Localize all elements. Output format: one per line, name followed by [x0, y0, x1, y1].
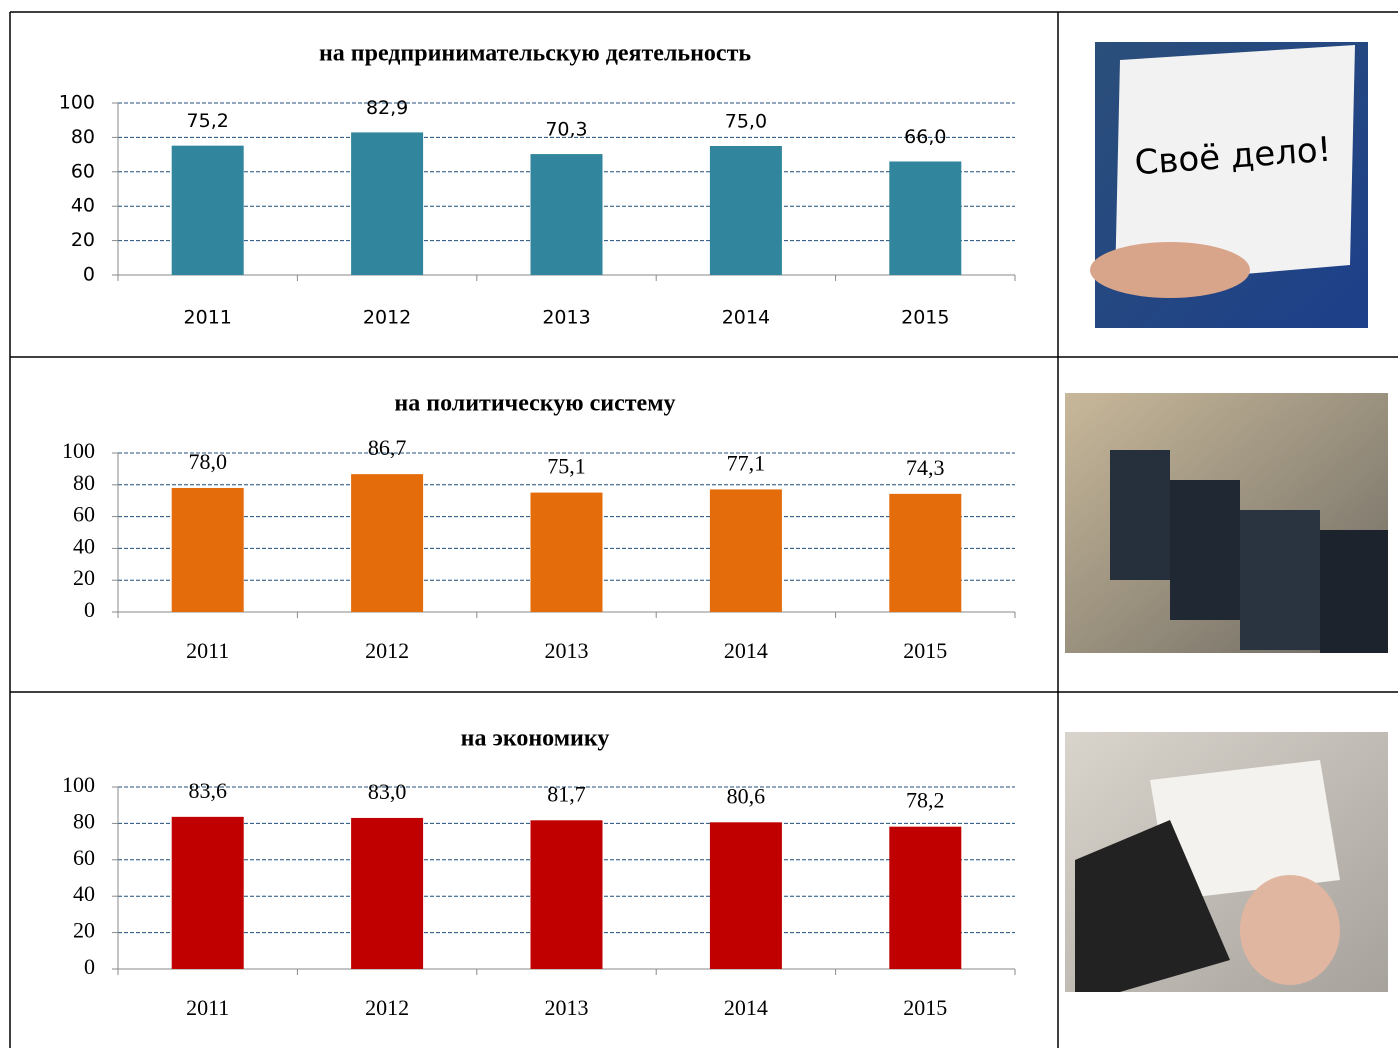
- x-tick-label: 2012: [365, 995, 409, 1020]
- chart-title: на экономику: [461, 726, 610, 752]
- bar: [530, 154, 603, 275]
- x-tick-label: 2013: [545, 995, 589, 1020]
- data-label: 74,3: [906, 455, 945, 480]
- x-tick-label: 2011: [184, 307, 232, 329]
- y-tick-label: 60: [71, 160, 95, 182]
- x-tick-label: 2011: [186, 995, 229, 1020]
- x-tick-label: 2011: [186, 638, 229, 663]
- data-label: 75,2: [187, 110, 229, 132]
- bar: [709, 146, 782, 275]
- y-tick-label: 100: [62, 438, 95, 463]
- data-label: 77,1: [727, 450, 766, 475]
- bar: [171, 145, 244, 275]
- data-label: 66,0: [904, 126, 946, 148]
- x-tick-label: 2015: [903, 638, 947, 663]
- y-tick-label: 80: [73, 808, 95, 833]
- photo: Своё дело!: [1090, 42, 1368, 328]
- y-tick-label: 100: [59, 92, 95, 114]
- x-tick-label: 2012: [363, 307, 411, 329]
- bar: [889, 161, 962, 275]
- y-tick-label: 40: [73, 533, 95, 558]
- data-label: 78,2: [906, 788, 945, 813]
- y-tick-label: 60: [73, 502, 95, 527]
- bar: [171, 487, 244, 612]
- data-label: 83,6: [188, 778, 227, 803]
- x-tick-label: 2015: [901, 307, 949, 329]
- x-tick-label: 2014: [722, 307, 770, 329]
- y-tick-label: 40: [71, 195, 95, 217]
- bar: [709, 489, 782, 612]
- data-label: 75,0: [725, 111, 767, 133]
- bar: [530, 820, 603, 969]
- bar: [889, 826, 962, 969]
- y-tick-label: 60: [73, 845, 95, 870]
- x-tick-label: 2015: [903, 995, 947, 1020]
- data-label: 80,6: [727, 783, 766, 808]
- x-tick-label: 2014: [724, 638, 768, 663]
- x-tick-label: 2013: [545, 638, 589, 663]
- bar: [351, 474, 424, 612]
- data-label: 70,3: [545, 119, 587, 141]
- bar: [889, 493, 962, 612]
- y-tick-label: 0: [84, 597, 95, 622]
- photo: [1065, 732, 1388, 992]
- data-label: 83,0: [368, 779, 407, 804]
- chart-title: на предпринимательскую деятельность: [319, 41, 751, 67]
- y-tick-label: 0: [84, 954, 95, 979]
- photo: [1065, 393, 1388, 653]
- x-tick-label: 2013: [542, 307, 590, 329]
- data-label: 81,7: [547, 781, 586, 806]
- bar: [530, 492, 603, 612]
- x-tick-label: 2012: [365, 638, 409, 663]
- data-label: 78,0: [188, 449, 227, 474]
- bar: [351, 817, 424, 969]
- y-tick-label: 80: [73, 470, 95, 495]
- y-tick-label: 40: [73, 881, 95, 906]
- bar: [171, 816, 244, 969]
- table-borders: [9, 11, 1398, 1048]
- y-tick-label: 0: [83, 264, 95, 286]
- y-tick-label: 20: [73, 565, 95, 590]
- y-tick-label: 80: [71, 126, 95, 148]
- y-tick-label: 100: [62, 772, 95, 797]
- data-label: 86,7: [368, 435, 407, 460]
- bar: [351, 132, 424, 275]
- y-tick-label: 20: [71, 229, 95, 251]
- x-tick-label: 2014: [724, 995, 768, 1020]
- data-label: 75,1: [547, 454, 586, 479]
- y-tick-label: 20: [73, 918, 95, 943]
- data-label: 82,9: [366, 97, 408, 119]
- chart-title: на политическую систему: [394, 391, 675, 417]
- bar: [709, 822, 782, 969]
